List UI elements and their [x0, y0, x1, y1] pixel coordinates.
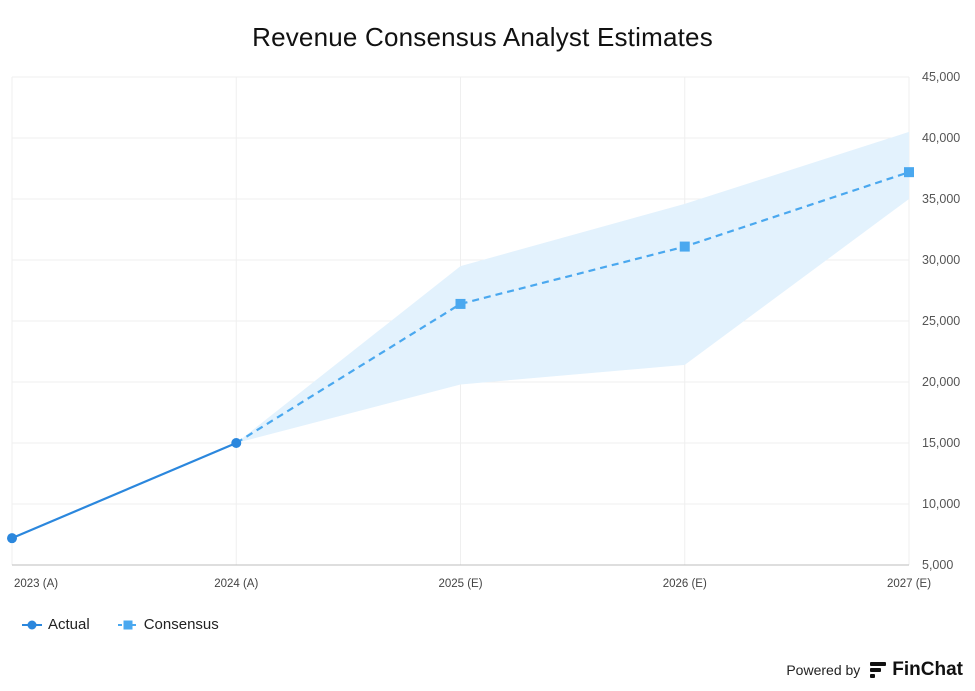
- y-tick-label: 40,000: [922, 131, 960, 145]
- legend-label-consensus: Consensus: [143, 616, 219, 633]
- legend-item-actual[interactable]: Actual: [22, 616, 90, 633]
- brand[interactable]: FinChat: [868, 659, 963, 681]
- range-band-layer: [236, 131, 909, 443]
- x-tick-label: 2026 (E): [663, 578, 707, 590]
- y-tick-label: 45,000: [922, 70, 960, 84]
- y-tick-label: 15,000: [922, 436, 960, 450]
- x-tick-label: 2027 (E): [887, 578, 931, 590]
- y-tick-label: 35,000: [922, 192, 960, 206]
- x-tick-label: 2025 (E): [438, 578, 482, 590]
- chart-title: Revenue Consensus Analyst Estimates: [252, 22, 713, 52]
- consensus-range-band: [236, 131, 909, 443]
- axis-layer: 5,000 10,000 15,000 20,000 25,000 30,000 35,00…: [12, 70, 960, 590]
- legend: Actual Consensus: [22, 616, 247, 633]
- y-tick-label: 20,000: [922, 375, 960, 389]
- data-point-actual: [231, 438, 242, 448]
- data-point-actual: [7, 533, 17, 544]
- data-point-consensus: [455, 298, 466, 309]
- data-point-consensus: [679, 241, 690, 252]
- series-line-consensus: [235, 171, 910, 444]
- series-line-actual: [11, 441, 237, 540]
- brand-name: FinChat: [892, 659, 963, 680]
- legend-label-actual: Actual: [48, 616, 90, 633]
- y-tick-label: 30,000: [922, 253, 960, 267]
- x-tick-label: 2023 (A): [14, 578, 58, 590]
- legend-item-consensus[interactable]: Consensus: [117, 616, 219, 633]
- legend-consensus-swatch: [117, 620, 138, 629]
- legend-actual-swatch: [22, 620, 42, 629]
- footer: Powered by FinChat: [786, 659, 963, 681]
- powered-by-label: Powered by: [786, 662, 861, 678]
- y-tick-label: 5,000: [922, 558, 953, 572]
- finchat-logo-icon: [870, 662, 887, 678]
- y-tick-label: 10,000: [922, 497, 960, 511]
- x-tick-label: 2024 (A): [214, 578, 258, 590]
- series-layer: [7, 167, 914, 544]
- data-point-consensus: [904, 167, 914, 178]
- y-tick-label: 25,000: [922, 314, 960, 328]
